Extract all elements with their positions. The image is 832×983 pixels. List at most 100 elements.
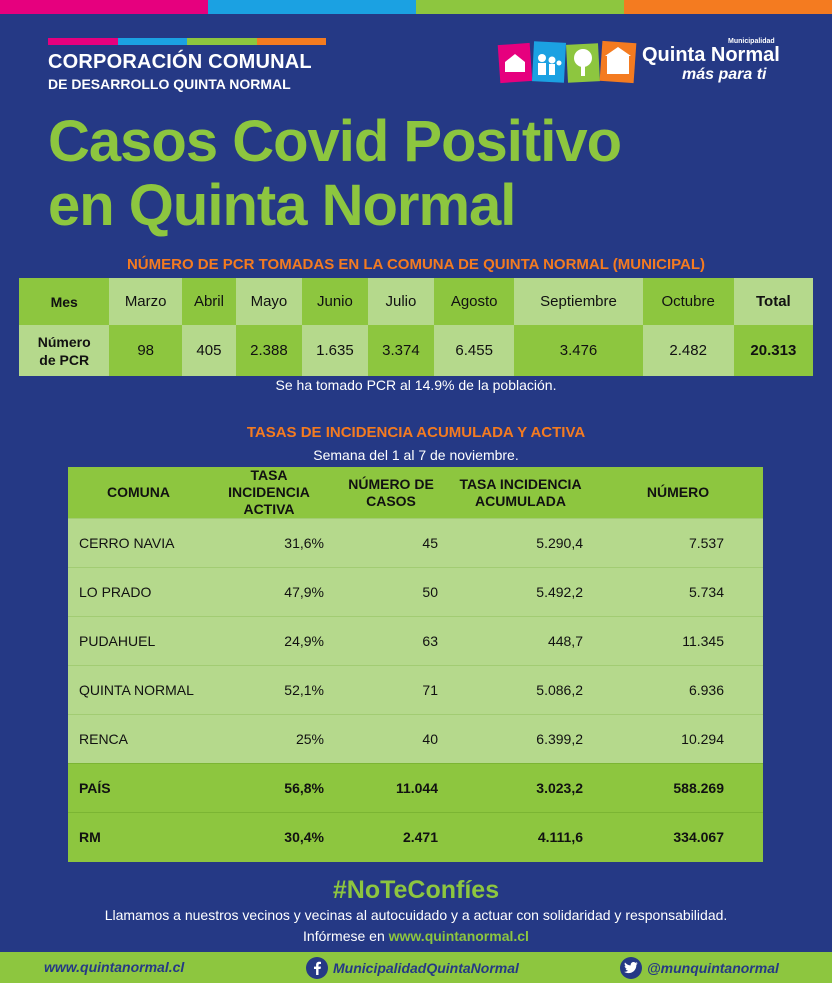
cell-casos: 40	[334, 714, 448, 764]
website-link[interactable]: www.quintanormal.cl	[388, 928, 529, 944]
table-row-summary: RM 30,4% 2.471 4.111,6 334.067	[68, 812, 763, 862]
col-comuna: COMUNA	[68, 467, 204, 519]
cell-tasa-activa: 56,8%	[204, 763, 334, 813]
tasas-heading: TASAS DE INCIDENCIA ACUMULADA Y ACTIVA	[246, 424, 586, 441]
pcr-month-row: Mes Marzo Abril Mayo Junio Julio Agosto …	[19, 278, 813, 325]
title-line-1: Casos Covid Positivo	[48, 109, 622, 174]
cell-tasa-activa: 52,1%	[204, 665, 334, 715]
pcr-total-value: 20.313	[733, 325, 813, 376]
table-row: LO PRADO 47,9% 50 5.492,2 5.734	[68, 567, 763, 617]
table-row: CERRO NAVIA 31,6% 45 5.290,4 7.537	[68, 518, 763, 568]
pcr-value-row: Número de PCR 98 405 2.388 1.635 3.374 6…	[19, 325, 813, 376]
message-prefix: Infórmese en	[303, 928, 389, 944]
top-color-bar	[0, 0, 832, 14]
pcr-month: Junio	[301, 278, 368, 325]
cell-numero: 10.294	[593, 714, 763, 764]
cell-numero: 588.269	[593, 763, 763, 813]
pcr-table: Mes Marzo Abril Mayo Junio Julio Agosto …	[19, 278, 813, 376]
table-row-summary: PAÍS 56,8% 11.044 3.023,2 588.269	[68, 763, 763, 813]
footer-website-link[interactable]: www.quintanormal.cl	[44, 959, 185, 975]
pcr-value: 1.635	[301, 325, 368, 376]
pcr-month: Julio	[367, 278, 434, 325]
pcr-value-label-line2: de PCR	[39, 351, 90, 368]
message-line-2: Infórmese en www.quintanormal.cl	[0, 928, 832, 944]
cell-comuna: PUDAHUEL	[68, 616, 204, 666]
cell-comuna: LO PRADO	[68, 567, 204, 617]
cell-tasa-acumulada: 6.399,2	[448, 714, 593, 764]
municipality-logo-icons	[497, 40, 637, 84]
pcr-value: 3.476	[514, 325, 643, 376]
pcr-month: Octubre	[642, 278, 734, 325]
table-row: RENCA 25% 40 6.399,2 10.294	[68, 714, 763, 764]
cell-tasa-activa: 31,6%	[204, 518, 334, 568]
municipality-name: Quinta Normal	[642, 44, 780, 66]
cell-casos: 63	[334, 616, 448, 666]
cell-numero: 11.345	[593, 616, 763, 666]
cell-comuna: RENCA	[68, 714, 204, 764]
municipality-label: Municipalidad	[728, 38, 775, 45]
cell-tasa-acumulada: 5.086,2	[448, 665, 593, 715]
cell-tasa-acumulada: 5.492,2	[448, 567, 593, 617]
pcr-month-label: Mes	[19, 278, 110, 325]
pcr-value: 98	[109, 325, 182, 376]
table-row: QUINTA NORMAL 52,1% 71 5.086,2 6.936	[68, 665, 763, 715]
pcr-value: 2.482	[642, 325, 734, 376]
cell-tasa-acumulada: 5.290,4	[448, 518, 593, 568]
pcr-month: Mayo	[235, 278, 302, 325]
col-numero: NÚMERO	[593, 467, 763, 519]
footer-facebook-link[interactable]: MunicipalidadQuintaNormal	[306, 957, 519, 979]
cell-tasa-activa: 25%	[204, 714, 334, 764]
pcr-month: Agosto	[433, 278, 515, 325]
col-numero-casos: NÚMERO DE CASOS	[334, 467, 448, 519]
pcr-total-label: Total	[733, 278, 813, 325]
municipality-slogan: más para ti	[682, 66, 767, 83]
cell-casos: 45	[334, 518, 448, 568]
pcr-heading: NÚMERO DE PCR TOMADAS EN LA COMUNA DE QU…	[126, 256, 706, 273]
cell-tasa-activa: 47,9%	[204, 567, 334, 617]
cell-casos: 11.044	[334, 763, 448, 813]
corporation-logo: CORPORACIÓN COMUNAL DE DESARROLLO QUINTA…	[48, 38, 326, 92]
footer-bar: www.quintanormal.cl MunicipalidadQuintaN…	[0, 952, 832, 983]
pcr-value: 6.455	[433, 325, 515, 376]
pcr-value: 3.374	[367, 325, 434, 376]
twitter-handle: @munquintanormal	[647, 960, 779, 976]
facebook-icon	[306, 957, 328, 979]
pcr-value-label: Número de PCR	[19, 325, 110, 376]
tasas-header-row: COMUNA TASA INCIDENCIA ACTIVA NÚMERO DE …	[68, 467, 763, 519]
cell-numero: 5.734	[593, 567, 763, 617]
tasas-table: COMUNA TASA INCIDENCIA ACTIVA NÚMERO DE …	[68, 467, 763, 862]
table-row: PUDAHUEL 24,9% 63 448,7 11.345	[68, 616, 763, 666]
pcr-month: Abril	[181, 278, 236, 325]
cell-numero: 7.537	[593, 518, 763, 568]
cell-numero: 334.067	[593, 812, 763, 862]
facebook-handle: MunicipalidadQuintaNormal	[333, 960, 519, 976]
title-line-2: en Quinta Normal	[48, 173, 516, 238]
pcr-note: Se ha tomado PCR al 14.9% de la població…	[275, 377, 557, 393]
cell-casos: 71	[334, 665, 448, 715]
cell-comuna: CERRO NAVIA	[68, 518, 204, 568]
cell-tasa-acumulada: 4.111,6	[448, 812, 593, 862]
pcr-month: Septiembre	[514, 278, 643, 325]
pcr-month: Marzo	[109, 278, 182, 325]
cell-tasa-activa: 30,4%	[204, 812, 334, 862]
pcr-value-label-line1: Número	[37, 333, 91, 350]
cell-comuna: RM	[68, 812, 204, 862]
message-line-1: Llamamos a nuestros vecinos y vecinas al…	[104, 907, 728, 923]
corporation-name: CORPORACIÓN COMUNAL	[48, 51, 312, 73]
cell-tasa-acumulada: 3.023,2	[448, 763, 593, 813]
corporation-subname: DE DESARROLLO QUINTA NORMAL	[48, 76, 291, 92]
cell-comuna: PAÍS	[68, 763, 204, 813]
cell-casos: 50	[334, 567, 448, 617]
cell-casos: 2.471	[334, 812, 448, 862]
cell-comuna: QUINTA NORMAL	[68, 665, 204, 715]
footer-twitter-link[interactable]: @munquintanormal	[620, 957, 779, 979]
hashtag: #NoTeConfíes	[332, 876, 500, 904]
cell-tasa-acumulada: 448,7	[448, 616, 593, 666]
pcr-value: 405	[181, 325, 236, 376]
col-tasa-acumulada: TASA INCIDENCIA ACUMULADA	[448, 467, 593, 519]
tasas-subheading: Semana del 1 al 7 de noviembre.	[313, 447, 519, 463]
cell-numero: 6.936	[593, 665, 763, 715]
col-tasa-activa: TASA INCIDENCIA ACTIVA	[204, 467, 334, 519]
cell-tasa-activa: 24,9%	[204, 616, 334, 666]
twitter-icon	[620, 957, 642, 979]
